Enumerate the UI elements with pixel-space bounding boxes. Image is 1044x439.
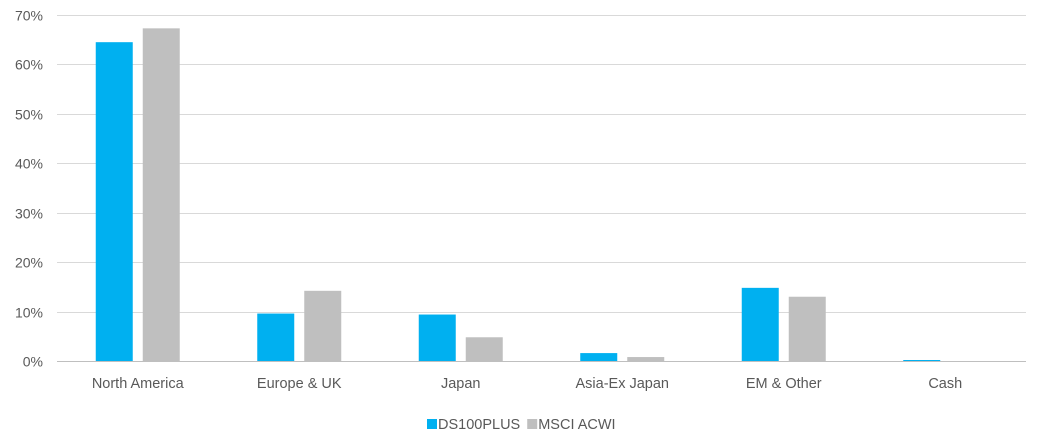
legend: DS100PLUS MSCI ACWI (427, 417, 616, 433)
x-tick-label: Europe & UK (257, 376, 342, 392)
bar-ds100plus (741, 287, 779, 361)
legend-swatch (427, 419, 437, 429)
x-tick-label: EM & Other (746, 376, 822, 392)
bar-msci-acwi (465, 337, 503, 361)
y-tick-label: 20% (15, 255, 43, 271)
legend-swatch (527, 419, 538, 429)
x-tick-label: North America (92, 376, 185, 392)
x-tick-label: Cash (928, 376, 962, 392)
legend-label: MSCI ACWI (538, 417, 615, 433)
y-tick-label: 60% (15, 57, 43, 73)
bar-ds100plus (95, 42, 133, 361)
x-tick-label: Japan (441, 376, 481, 392)
y-tick-label: 30% (15, 206, 43, 222)
x-axis: North America Europe & UK Japan Asia-Ex Jap… (92, 376, 962, 392)
bar-ds100plus (903, 360, 941, 361)
y-tick-label: 40% (15, 156, 43, 172)
bar-msci-acwi (627, 357, 665, 361)
bar-ds100plus (257, 313, 295, 361)
bar-ds100plus (418, 314, 456, 361)
y-tick-label: 70% (15, 8, 43, 24)
x-tick-label: Asia-Ex Japan (576, 376, 670, 392)
y-tick-label: 10% (15, 305, 43, 321)
bars (95, 28, 941, 362)
legend-label: DS100PLUS (438, 417, 520, 433)
gridlines (57, 15, 1026, 362)
bar-msci-acwi (142, 28, 180, 362)
y-tick-label: 0% (23, 354, 43, 370)
bar-msci-acwi (304, 290, 342, 361)
y-axis: 0% 10% 20% 30% 40% 50% 60% 70% (15, 8, 43, 370)
bar-ds100plus (580, 353, 618, 361)
y-tick-label: 50% (15, 107, 43, 123)
bar-msci-acwi (788, 296, 826, 361)
